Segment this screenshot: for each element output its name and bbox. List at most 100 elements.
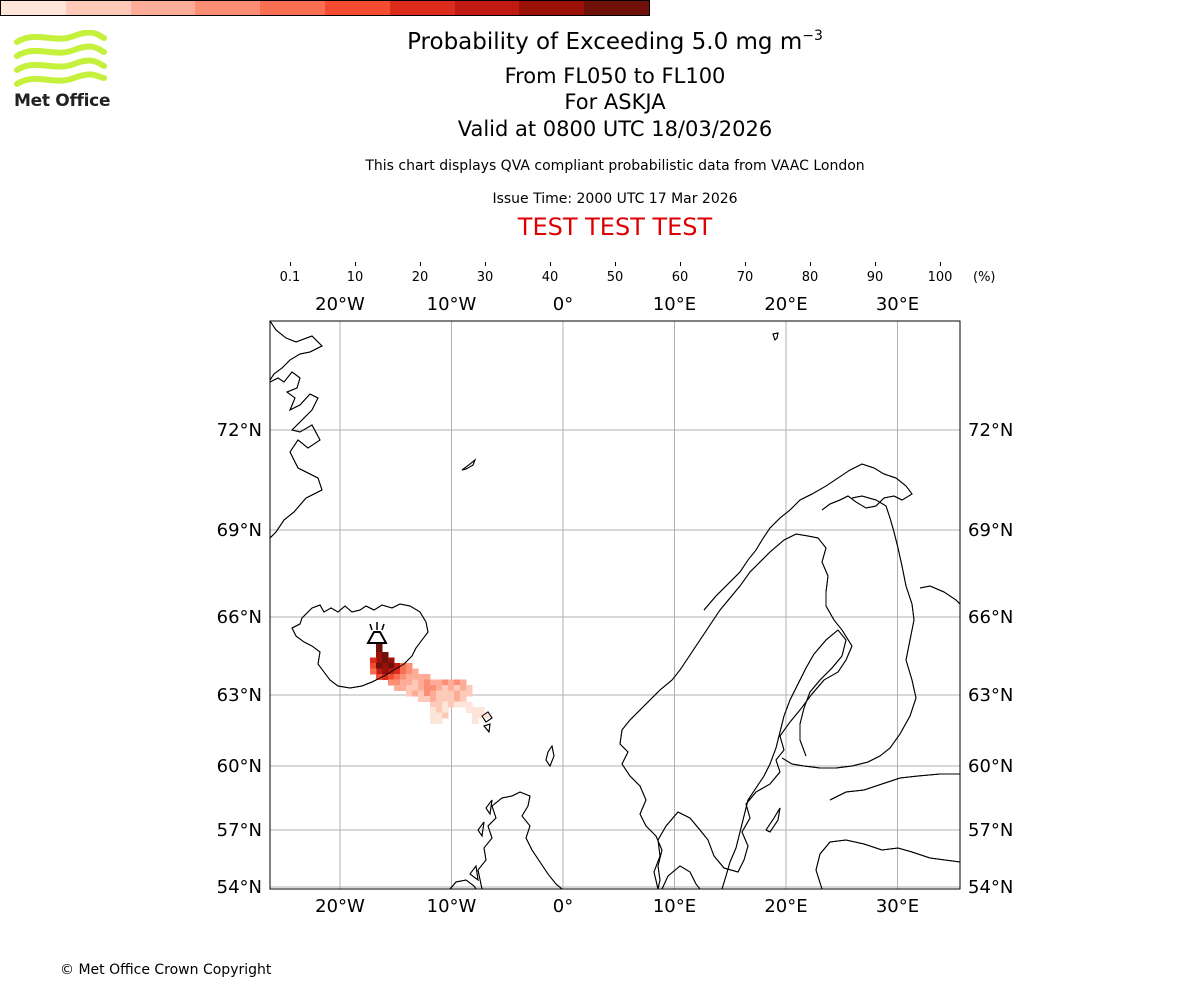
ash-cell [448,679,455,686]
ash-cell [436,707,443,713]
ash-cell [382,652,389,658]
ash-cell [454,679,461,686]
axis-label: 10°W [427,896,477,917]
colorbar-segment [130,1,196,15]
ash-cell [430,707,437,713]
scotland-coast [477,791,563,889]
axis-label: 63°N [968,685,1013,706]
ash-cell [454,685,461,691]
ash-cell [382,663,389,669]
kola-coast [919,585,960,605]
colorbar-tick-mark [290,262,291,266]
axis-label: 20°E [764,896,807,917]
ash-cell [412,674,419,680]
map-frame [269,320,961,890]
ash-cell [442,701,449,708]
ash-cell [418,685,425,691]
ash-cell [430,690,437,697]
ash-cell [460,685,467,691]
colorbar-tick-label: 50 [606,270,624,285]
ash-cell [466,707,473,713]
estonia-coast [829,773,960,801]
ash-cell [370,668,377,675]
probability-colorbar [0,0,650,16]
coastlines [270,321,960,889]
kola-coast [919,585,960,605]
jan-mayen [461,458,477,471]
ash-cell [472,712,479,719]
baltic-coast [815,839,960,889]
issue-time: Issue Time: 2000 UTC 17 Mar 2026 [492,191,738,207]
sweden-coast [721,629,839,889]
colorbar-tick-label: 80 [801,270,819,285]
valid-time: Valid at 0800 UTC 18/03/2026 [457,117,773,141]
ash-cell [478,712,485,719]
colorbar-tick-label: 60 [671,270,689,285]
colorbar-segment [519,1,585,15]
iceland-coast [291,603,429,689]
baltic-coast [815,839,960,889]
finland-border [781,495,917,769]
axis-label: 54°N [217,877,262,898]
colorbar-tick-label: 20 [411,270,429,285]
ash-probability-field [370,641,491,724]
colorbar-tick-mark [615,262,616,266]
ash-cell [382,657,389,664]
finland-border [781,495,917,769]
gulf-bothnia-west [799,629,847,757]
hebrides [469,799,493,882]
ash-cell [424,685,431,691]
ash-cell [388,674,395,680]
ash-cell [430,701,437,708]
ash-cell [448,685,455,691]
ash-cell [424,690,431,697]
ash-cell [394,679,401,686]
colorbar-tick-label: 10 [346,270,364,285]
axis-label: 66°N [968,607,1013,628]
ash-cell [430,685,437,691]
ash-cell [376,657,383,664]
flight-level-range: From FL050 to FL100 [504,64,726,88]
ash-cell [388,657,395,664]
colorbar-tick-label: 100 [927,270,953,285]
colorbar-segment [584,1,649,15]
axis-label: 57°N [217,820,262,841]
ash-cell [466,690,473,697]
axis-label: 20°W [315,896,365,917]
colorbar-tick-label: 40 [541,270,559,285]
sweden-coast [721,629,839,889]
axis-label: 60°N [217,756,262,777]
ash-cell [436,718,443,724]
ash-cell [406,674,413,680]
ireland-north [449,879,477,889]
colorbar-tick-mark [420,262,421,266]
ash-cell [406,679,413,686]
axis-label: 54°N [968,877,1013,898]
colorbar-tick-mark [550,262,551,266]
axis-labels: 20°W 20°W 10°W 10°W 0° 0° 10°E 10°E 20°E 20°E 30°E… [217,294,1014,917]
estonia-coast [829,773,960,801]
ash-cell [394,685,401,691]
chart-title: Probability of Exceeding 5.0 mg m−3 [0,28,1200,55]
met-office-logo-icon [14,30,107,87]
axis-label: 63°N [217,685,262,706]
ash-cell [448,701,455,708]
ash-cell [406,668,413,675]
ash-cell [400,663,407,669]
greenland-coast [270,371,323,539]
axis-label: 69°N [217,520,262,541]
ash-cell [436,701,443,708]
ash-cell [436,696,443,702]
logo-text: Met Office [14,91,111,111]
greenland-coast [270,371,323,539]
ash-cell [412,668,419,675]
ash-cell [418,696,425,702]
ash-cell [400,679,407,686]
colorbar-tick-mark [875,262,876,266]
ash-cell [406,685,413,691]
ash-cell [370,657,377,664]
ash-cell [424,674,431,680]
colorbar-tick-label: 0.1 [279,270,301,285]
ash-cell [484,712,491,719]
ash-cell [430,712,437,719]
